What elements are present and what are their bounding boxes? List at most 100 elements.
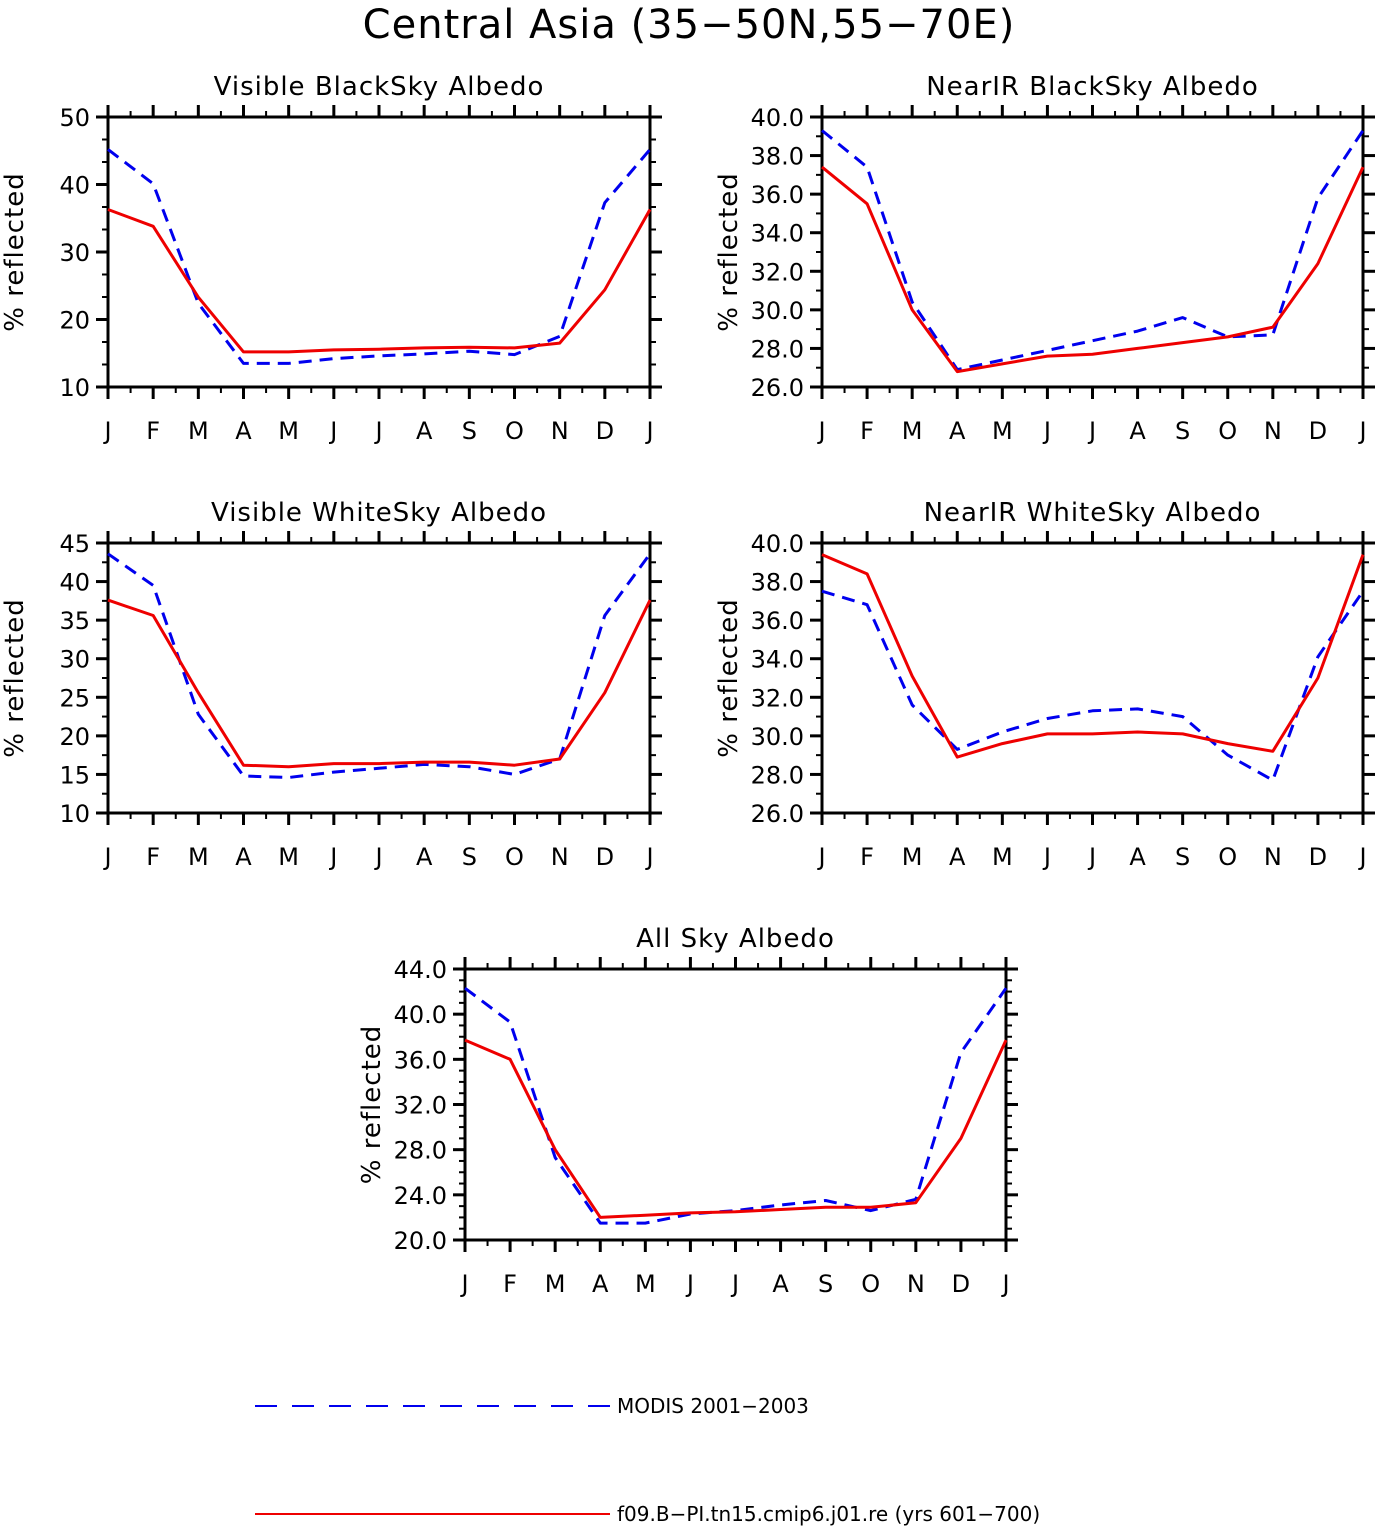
y-tick-label: 40.0: [751, 530, 804, 558]
x-tick-label: F: [146, 417, 160, 445]
x-tick-label: M: [278, 417, 299, 445]
y-tick-label: 25: [59, 684, 90, 712]
x-tick-label: M: [188, 417, 209, 445]
figure-title: Central Asia (35−50N,55−70E): [363, 2, 1016, 48]
y-tick-label: 38.0: [751, 569, 804, 597]
y-tick-label: 10: [59, 374, 90, 402]
x-tick-label: N: [1264, 843, 1282, 871]
y-tick-label: 36.0: [394, 1046, 447, 1074]
y-tick-label: 40.0: [394, 1001, 447, 1029]
y-tick-label: 20: [59, 307, 90, 335]
x-tick-label: F: [860, 843, 874, 871]
series-modis-allsky: [464, 987, 1008, 1225]
x-tick-label: D: [1309, 843, 1327, 871]
chart-title-visible-whitesky: Visible WhiteSky Albedo: [211, 498, 547, 528]
x-tick-label: M: [992, 843, 1013, 871]
x-tick-label: J: [1087, 843, 1096, 871]
x-tick-label: A: [1129, 417, 1146, 445]
y-tick-label: 30: [59, 646, 90, 674]
x-tick-label: S: [462, 843, 477, 871]
x-tick-label: J: [730, 1270, 739, 1298]
x-tick-label: A: [416, 843, 433, 871]
x-tick-label: M: [188, 843, 209, 871]
x-tick-label: J: [644, 417, 653, 445]
x-tick-label: N: [1264, 417, 1282, 445]
plot-frame-allsky: [463, 967, 1008, 1242]
x-tick-label: O: [1218, 843, 1237, 871]
y-tick-label: 40: [59, 172, 90, 200]
legend-label-model: f09.B−PI.tn15.cmip6.j01.re (yrs 601−700): [617, 1502, 1040, 1526]
x-tick-label: J: [816, 843, 825, 871]
series-model-nearir-whitesky: [821, 553, 1365, 759]
x-tick-label: J: [1357, 417, 1366, 445]
series-model-visible-whitesky: [107, 598, 652, 769]
y-tick-label: 36.0: [751, 607, 804, 635]
x-tick-label: A: [416, 417, 433, 445]
x-tick-label: J: [1087, 417, 1096, 445]
ylabel-visible-whitesky: % reflected: [0, 598, 30, 757]
y-tick-label: 26.0: [751, 800, 804, 828]
ylabel-nearir-whitesky: % reflected: [714, 598, 744, 757]
x-tick-label: D: [1309, 417, 1327, 445]
x-tick-label: J: [1042, 843, 1051, 871]
x-tick-label: D: [596, 417, 614, 445]
x-tick-label: N: [907, 1270, 925, 1298]
x-tick-label: J: [373, 843, 382, 871]
x-tick-label: S: [462, 417, 477, 445]
y-tick-label: 20: [59, 723, 90, 751]
series-model-allsky: [464, 1038, 1008, 1219]
chart-title-nearir-blacksky: NearIR BlackSky Albedo: [926, 72, 1259, 102]
y-tick-label: 35: [59, 607, 90, 635]
y-tick-label: 28.0: [751, 761, 804, 789]
x-tick-label: A: [235, 843, 252, 871]
x-tick-label: A: [1129, 843, 1146, 871]
x-tick-label: M: [545, 1270, 566, 1298]
plot-frame-visible-blacksky: [106, 115, 652, 389]
y-tick-label: 32.0: [751, 258, 804, 286]
y-tick-label: 30: [59, 239, 90, 267]
x-tick-label: F: [146, 843, 160, 871]
y-tick-label: 30.0: [751, 723, 804, 751]
x-tick-label: J: [1357, 843, 1366, 871]
y-tick-label: 30.0: [751, 297, 804, 325]
y-tick-label: 32.0: [751, 684, 804, 712]
series-modis-nearir-whitesky: [821, 589, 1365, 782]
x-tick-label: N: [551, 843, 569, 871]
x-tick-label: O: [505, 843, 524, 871]
y-tick-label: 28.0: [751, 335, 804, 363]
x-tick-label: J: [1042, 417, 1051, 445]
x-tick-label: A: [235, 417, 252, 445]
x-tick-label: J: [328, 843, 337, 871]
x-tick-label: S: [1175, 843, 1190, 871]
y-tick-label: 15: [59, 761, 90, 789]
y-tick-label: 44.0: [394, 956, 447, 984]
ylabel-nearir-blacksky: % reflected: [714, 172, 744, 331]
x-tick-label: M: [902, 417, 923, 445]
x-tick-label: J: [102, 417, 111, 445]
y-tick-label: 10: [59, 800, 90, 828]
x-tick-label: D: [596, 843, 614, 871]
x-tick-label: J: [644, 843, 653, 871]
plot-frame-nearir-whitesky: [820, 541, 1365, 815]
x-tick-label: J: [816, 417, 825, 445]
chart-title-allsky: All Sky Albedo: [636, 924, 835, 954]
x-tick-label: M: [992, 417, 1013, 445]
x-tick-label: J: [373, 417, 382, 445]
x-tick-label: J: [459, 1270, 468, 1298]
x-tick-label: J: [685, 1270, 694, 1298]
x-tick-label: A: [772, 1270, 789, 1298]
ylabel-visible-blacksky: % reflected: [0, 172, 30, 331]
y-tick-label: 34.0: [751, 646, 804, 674]
x-tick-label: J: [102, 843, 111, 871]
x-tick-label: M: [635, 1270, 656, 1298]
x-tick-label: M: [902, 843, 923, 871]
legend: MODIS 2001−2003 f09.B−PI.tn15.cmip6.j01.…: [255, 1394, 1040, 1526]
x-tick-label: J: [328, 417, 337, 445]
y-tick-label: 24.0: [394, 1182, 447, 1210]
x-tick-label: A: [949, 417, 966, 445]
